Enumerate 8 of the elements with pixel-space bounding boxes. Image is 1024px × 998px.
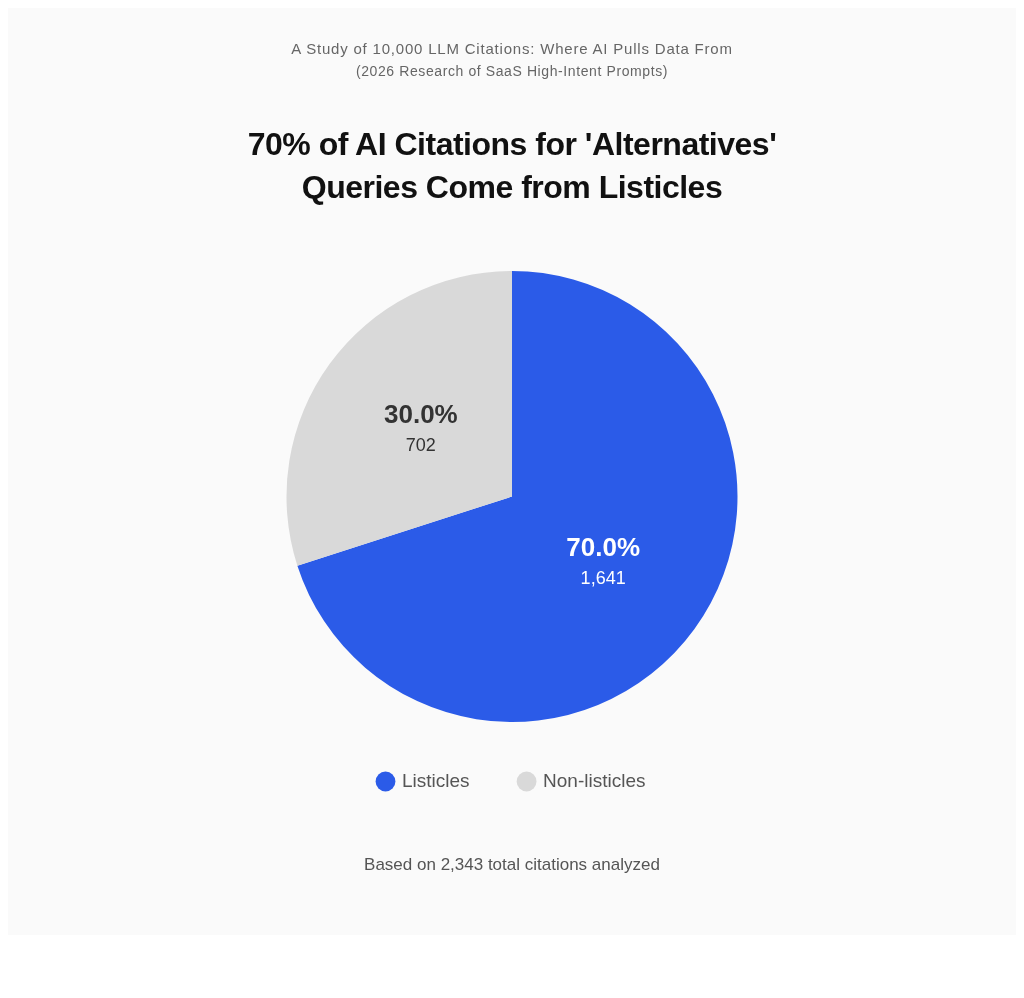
chart-subtitle: A Study of 10,000 LLM Citations: Where AI Pulls Data From <box>290 39 734 57</box>
chart-title: 70% of AI Citations for 'Alternatives' Queries Come from Listicles <box>246 125 778 207</box>
legend-label: Non-listicles <box>543 769 646 791</box>
text: Based on 2,343 total citations analyzed <box>363 855 661 875</box>
data-label: 70.0% 1,641 <box>566 532 640 588</box>
legend-label: Listicles <box>402 769 470 791</box>
text: (2026 Research of SaaS High-Intent Prompts) <box>354 63 670 79</box>
data-label: 30.0% 702 <box>384 399 458 456</box>
